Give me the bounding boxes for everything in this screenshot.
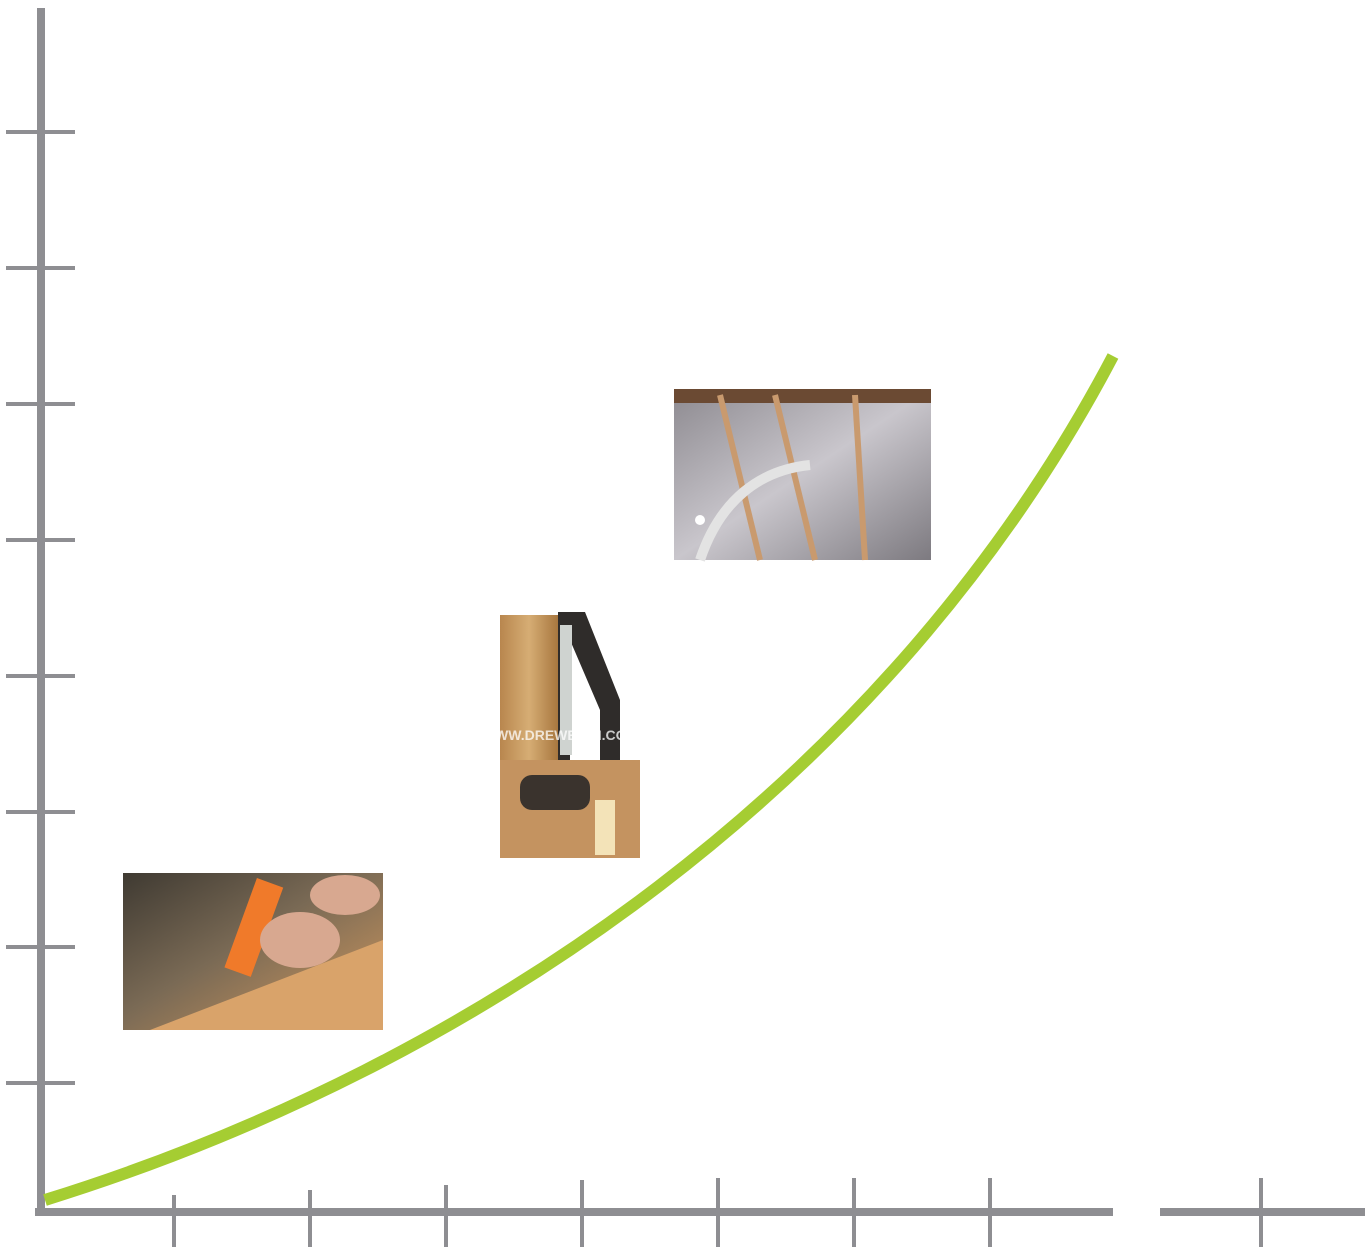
- watermark: WWW.DREWEXIM.COM: [482, 727, 638, 743]
- joist: [852, 394, 868, 561]
- window-sill: [150, 940, 383, 1030]
- insulation-core: [595, 800, 615, 855]
- hose: [695, 460, 811, 562]
- caulk-tube: [224, 878, 284, 977]
- axes: [6, 8, 1365, 1247]
- caulking-photo: [123, 873, 383, 1030]
- glass-profile: [558, 612, 620, 765]
- x-ticks: [172, 1178, 1263, 1247]
- hand: [260, 912, 340, 968]
- growth-curve: [43, 353, 1119, 1206]
- glass: [560, 625, 572, 755]
- joist: [772, 394, 818, 561]
- hand: [310, 875, 380, 915]
- attic-insulation-photo: [674, 389, 931, 562]
- light: [695, 515, 705, 525]
- gasket: [520, 775, 590, 810]
- rafter-top: [674, 389, 931, 403]
- window-profile-photo: WWW.DREWEXIM.COM: [482, 612, 640, 858]
- joist: [717, 394, 763, 561]
- y-ticks: [6, 130, 75, 1085]
